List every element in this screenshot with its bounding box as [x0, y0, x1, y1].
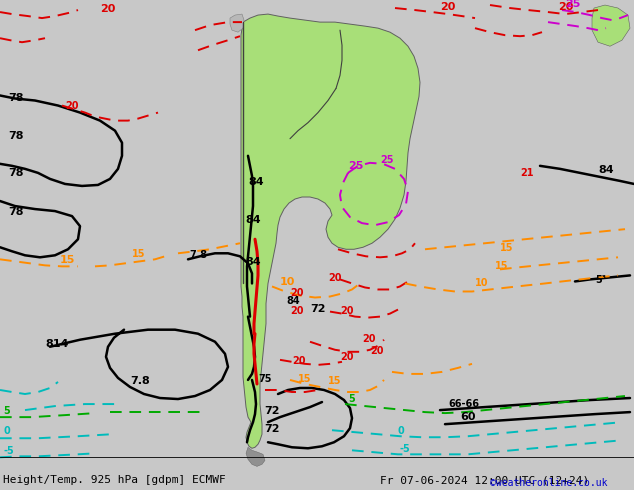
- Text: 20: 20: [65, 100, 79, 111]
- Text: -5: -5: [400, 444, 411, 454]
- Text: 84: 84: [598, 165, 614, 175]
- Text: 60: 60: [460, 412, 476, 422]
- Text: 72: 72: [264, 424, 280, 434]
- Text: 20: 20: [558, 2, 573, 12]
- Text: 78: 78: [8, 131, 23, 141]
- Text: 66-66: 66-66: [448, 399, 479, 409]
- Text: 72: 72: [310, 304, 325, 314]
- Text: 20: 20: [440, 2, 455, 12]
- Text: 5: 5: [3, 406, 10, 416]
- Text: 10: 10: [280, 277, 295, 288]
- Text: 15: 15: [298, 374, 311, 384]
- Text: 20: 20: [362, 334, 375, 344]
- Text: ©weatheronline.co.uk: ©weatheronline.co.uk: [490, 478, 607, 488]
- Text: 814: 814: [45, 339, 68, 349]
- Text: 25: 25: [380, 155, 394, 165]
- Text: 20: 20: [100, 4, 115, 14]
- Polygon shape: [230, 14, 244, 32]
- Text: 15: 15: [132, 249, 145, 259]
- Text: 84: 84: [245, 215, 261, 225]
- Text: Height/Temp. 925 hPa [gdpm] ECMWF: Height/Temp. 925 hPa [gdpm] ECMWF: [3, 475, 226, 485]
- Text: 84: 84: [286, 295, 300, 306]
- Text: 75: 75: [258, 374, 271, 384]
- Text: 15: 15: [495, 261, 508, 271]
- Text: 7 8: 7 8: [190, 250, 207, 260]
- Text: 20: 20: [340, 352, 354, 362]
- Text: 20: 20: [290, 306, 304, 316]
- Text: 20: 20: [290, 288, 304, 297]
- Text: 7.8: 7.8: [130, 376, 150, 386]
- Text: 78: 78: [8, 207, 23, 217]
- Text: 20: 20: [340, 306, 354, 316]
- Text: Fr 07-06-2024 12:00 UTC (12+24): Fr 07-06-2024 12:00 UTC (12+24): [380, 475, 589, 485]
- Text: 78: 78: [8, 93, 23, 102]
- Text: 15: 15: [328, 376, 342, 386]
- Text: 25: 25: [565, 0, 580, 9]
- Text: 5: 5: [348, 394, 355, 404]
- Text: 0: 0: [398, 426, 404, 436]
- Text: 25: 25: [348, 161, 363, 171]
- Text: 0: 0: [3, 426, 10, 436]
- Text: 20: 20: [328, 273, 342, 283]
- Text: -5: -5: [3, 446, 14, 456]
- Text: 15: 15: [500, 243, 514, 253]
- Text: 20: 20: [292, 356, 306, 366]
- Text: 72: 72: [264, 406, 280, 416]
- Text: 5³: 5³: [595, 275, 606, 286]
- Polygon shape: [246, 447, 265, 466]
- Text: 84: 84: [248, 177, 264, 187]
- Text: 21: 21: [520, 168, 533, 178]
- Text: 10: 10: [475, 278, 489, 289]
- Text: 78: 78: [8, 168, 23, 178]
- Polygon shape: [592, 5, 630, 46]
- Text: 15: 15: [60, 255, 75, 266]
- Text: 20: 20: [370, 346, 384, 356]
- Polygon shape: [241, 14, 420, 448]
- Text: 84: 84: [245, 257, 261, 268]
